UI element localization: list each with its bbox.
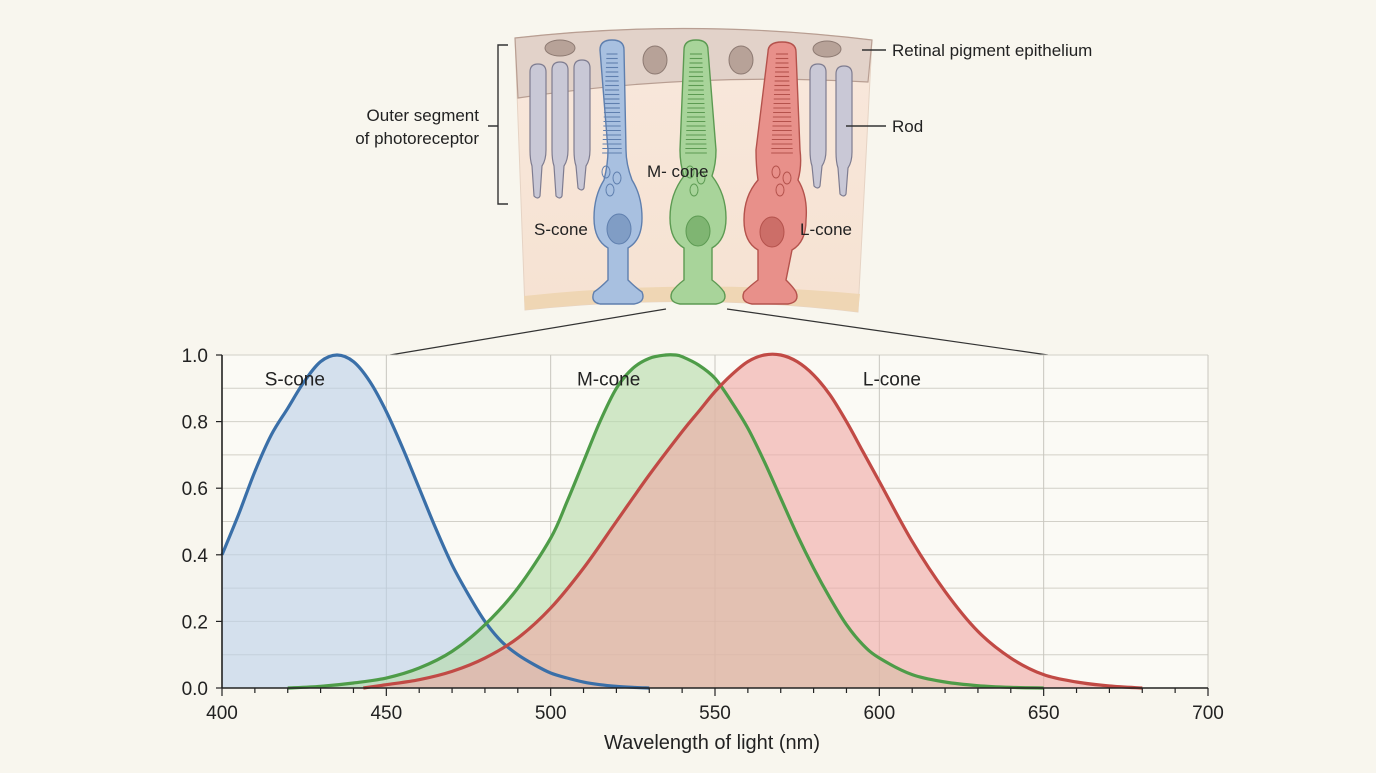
mitochondrion: [601, 165, 611, 179]
s-cone-cell-label: S-cone: [534, 220, 588, 239]
mitochondrion: [696, 171, 706, 185]
mitochondrion: [605, 183, 615, 197]
mitochondrion: [782, 171, 792, 185]
x-tick-label: 550: [699, 703, 731, 724]
rpe-nucleus: [642, 45, 668, 75]
y-tick-label: 1.0: [182, 346, 208, 367]
y-tick-label: 0.4: [182, 546, 209, 567]
rod-cell: [573, 59, 591, 191]
s-cone-curve: [220, 353, 650, 690]
l-cone-curve-label: L-cone: [863, 369, 921, 390]
rod-cell: [551, 61, 569, 199]
rod-label: Rod: [892, 117, 923, 136]
zoom-connector-right: [726, 308, 1049, 356]
zoom-connector-left: [389, 308, 667, 356]
l-cone-area: [363, 354, 1143, 688]
outer-segment-bracket: [488, 44, 508, 205]
x-tick-label: 500: [535, 703, 567, 724]
outer-segment-label-2: of photoreceptor: [355, 129, 479, 148]
rods-right: [809, 63, 853, 197]
curve-labels: S-cone M-cone L-cone: [265, 369, 921, 390]
s-cone-discs: [601, 53, 622, 197]
y-tick-label: 0.2: [182, 612, 208, 633]
x-tick-label: 450: [370, 703, 402, 724]
y-tick-label: 0.8: [182, 413, 208, 434]
x-tick-label: 600: [863, 703, 895, 724]
l-cone-cell-label: L-cone: [800, 220, 852, 239]
mitochondrion: [685, 165, 695, 179]
s-cone-area: [222, 355, 650, 688]
rpe-nucleus: [812, 40, 842, 58]
y-tick-label: 0.6: [182, 479, 208, 500]
m-cone-cell-label: M- cone: [647, 162, 708, 181]
m-cone-discs: [685, 53, 707, 197]
x-tick-label: 650: [1028, 703, 1060, 724]
s-cone-cell: [592, 39, 644, 305]
rod-cell: [835, 65, 853, 197]
rpe-nucleus: [728, 45, 754, 75]
x-tick-label: 700: [1192, 703, 1224, 724]
rod-cell: [809, 63, 827, 189]
sensitivity-chart: 400 450 500 550 600 650 7000.00.20.40.60.81.0 …: [182, 346, 1224, 754]
series-areas: [222, 354, 1143, 688]
series-lines: [220, 352, 1143, 690]
l-cone-discs: [771, 53, 793, 197]
mitochondrion: [689, 183, 699, 197]
rpe-nucleus: [544, 39, 576, 57]
mitochondrion: [612, 171, 622, 185]
l-cone-cell: [742, 41, 808, 305]
m-cone-curve-label: M-cone: [577, 369, 640, 390]
y-tick-label: 0.0: [182, 679, 208, 700]
x-tick-label: 400: [206, 703, 238, 724]
m-cone-curve: [287, 353, 1044, 690]
s-cone-curve-label: S-cone: [265, 369, 325, 390]
mitochondrion: [771, 165, 781, 179]
x-axis-title: Wavelength of light (nm): [604, 732, 820, 754]
rpe-label: Retinal pigment epithelium: [892, 41, 1092, 60]
rod-cell: [529, 63, 547, 199]
axes: 400 450 500 550 600 650 700 0.0 0.2 0.4 0.6 0.8 1.0: [182, 346, 1224, 724]
m-cone-cell: [669, 39, 727, 305]
rods-left: [529, 59, 591, 199]
l-cone-curve: [363, 352, 1143, 690]
retina-diagram: Retinal pigment epithelium Rod Outer seg…: [355, 27, 1092, 356]
mitochondrion: [775, 183, 785, 197]
outer-segment-label: Outer segment: [367, 106, 480, 125]
